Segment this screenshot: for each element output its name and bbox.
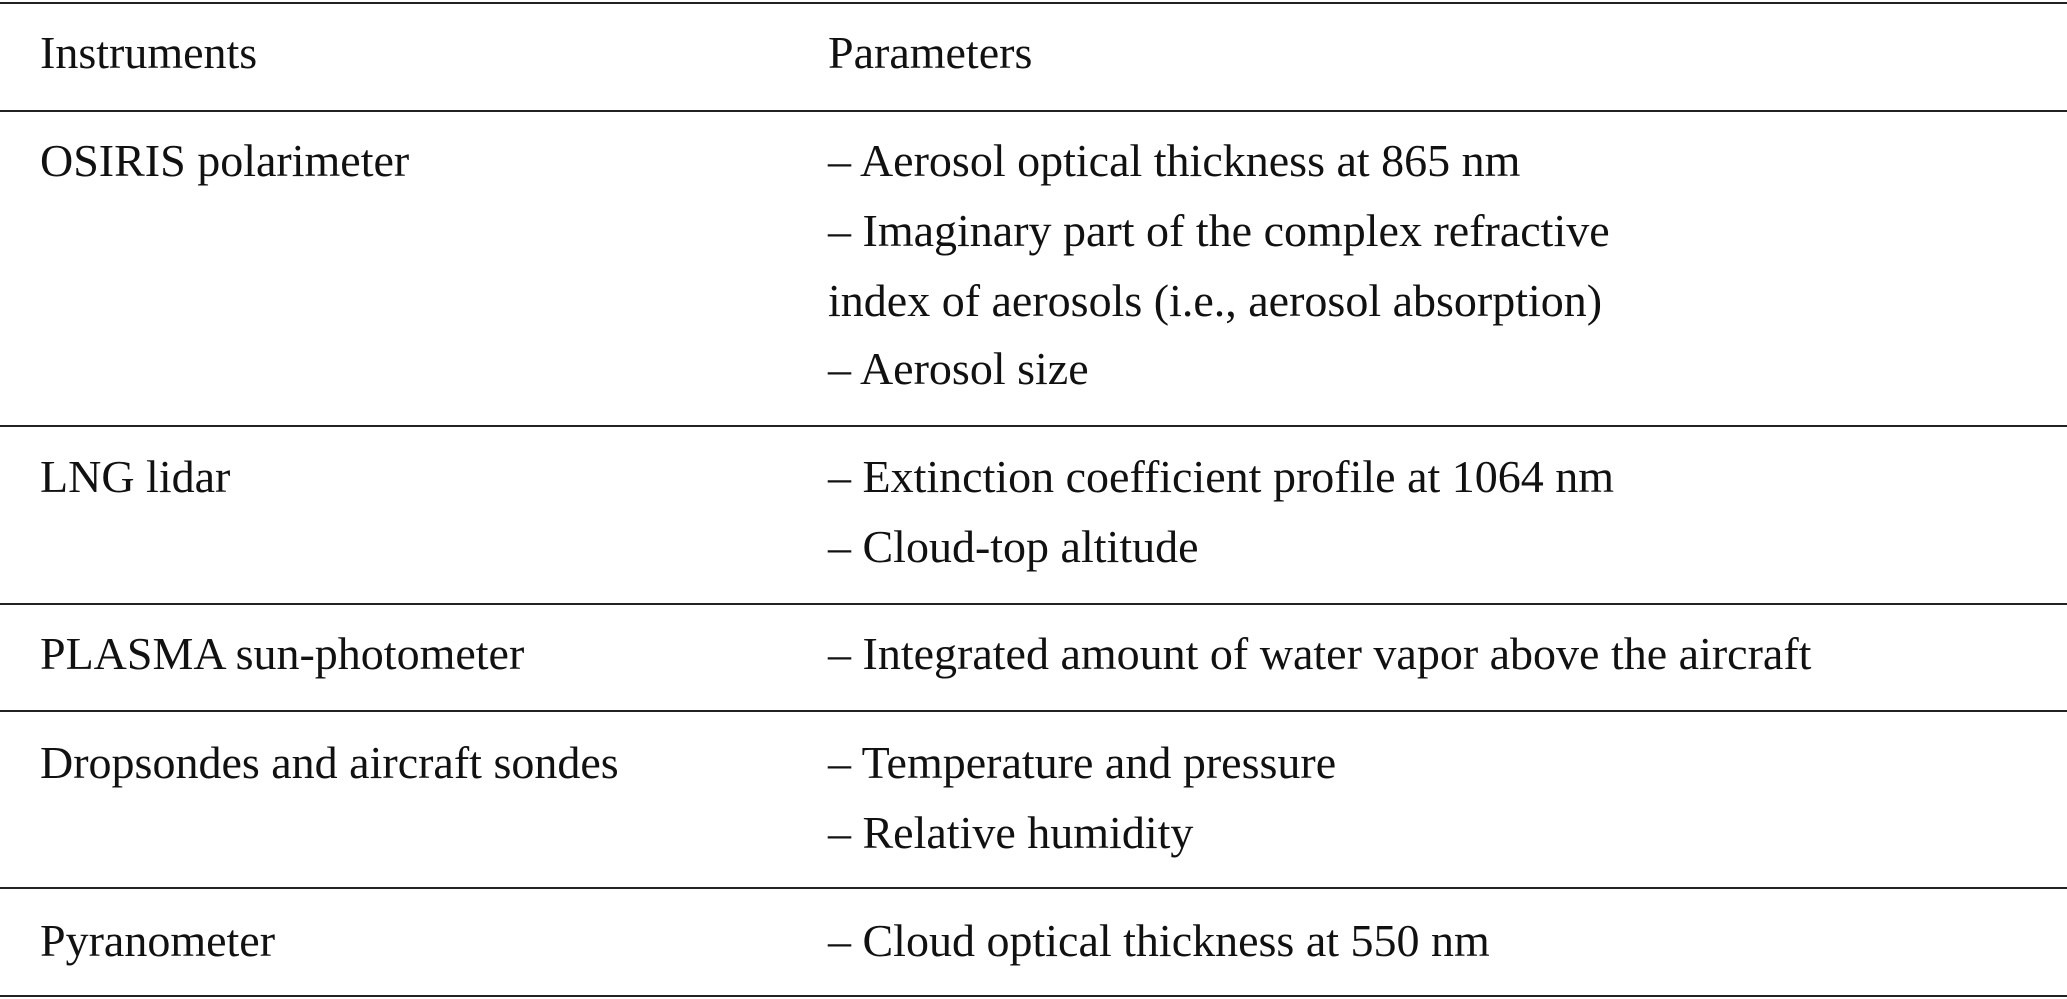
parameter-line: – Cloud-top altitude xyxy=(828,521,1199,572)
header-instruments: Instruments xyxy=(40,27,258,78)
parameter-line: – Cloud optical thickness at 550 nm xyxy=(828,915,1490,966)
instrument-cell: Dropsondes and aircraft sondes xyxy=(40,737,619,788)
parameter-line: – Aerosol optical thickness at 865 nm xyxy=(828,135,1521,186)
parameter-line: index of aerosols (i.e., aerosol absorpt… xyxy=(828,275,1603,326)
parameter-line: – Aerosol size xyxy=(828,343,1089,394)
parameter-line: – Extinction coefficient profile at 1064… xyxy=(828,451,1615,502)
instrument-cell: PLASMA sun-photometer xyxy=(40,628,525,679)
row-rule xyxy=(0,887,2067,889)
parameter-line: – Temperature and pressure xyxy=(828,737,1337,788)
header-rule xyxy=(0,110,2067,112)
row-rule xyxy=(0,425,2067,427)
top-rule xyxy=(0,2,2067,4)
instrument-cell: OSIRIS polarimeter xyxy=(40,135,410,186)
row-rule xyxy=(0,603,2067,605)
bottom-rule xyxy=(0,995,2067,997)
row-rule xyxy=(0,710,2067,712)
instrument-cell: LNG lidar xyxy=(40,451,231,502)
parameter-line: – Imaginary part of the complex refracti… xyxy=(828,205,1610,256)
instrument-cell: Pyranometer xyxy=(40,915,276,966)
header-parameters: Parameters xyxy=(828,27,1033,78)
parameter-line: – Integrated amount of water vapor above… xyxy=(828,628,1812,679)
parameter-line: – Relative humidity xyxy=(828,807,1194,858)
